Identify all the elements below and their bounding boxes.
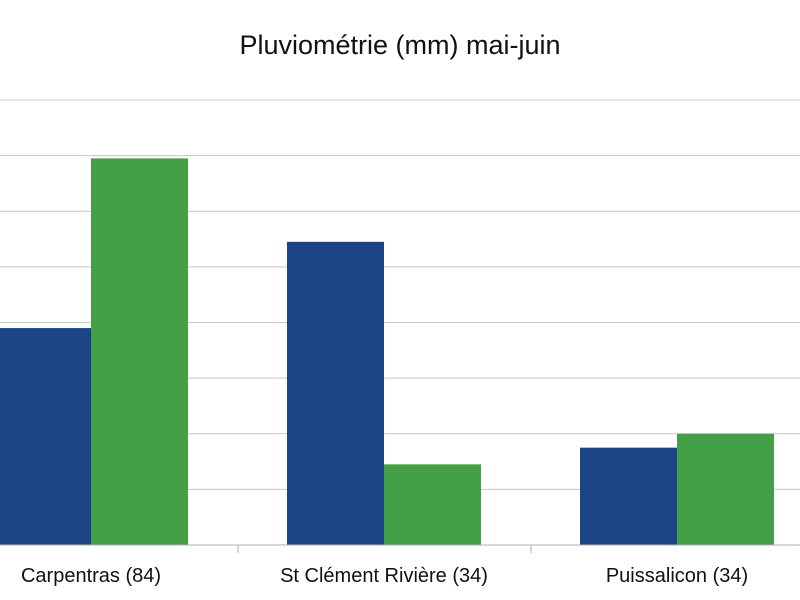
bars (0, 158, 774, 545)
x-tick-label: St Clément Rivière (34) (280, 565, 488, 587)
bar-2-1 (91, 158, 188, 545)
bar-2-3 (677, 433, 774, 545)
x-tick-labels: Carpentras (84) St Clément Rivière (34) Pu… (21, 565, 748, 587)
x-axis (0, 544, 800, 553)
bar-1-1 (0, 328, 91, 545)
bar-1-3 (580, 447, 677, 545)
bar-2-2 (384, 464, 481, 545)
x-tick-label: Carpentras (84) (21, 565, 161, 587)
chart-title: Pluviométrie (mm) mai-juin (239, 30, 561, 60)
x-tick-label: Puissalicon (34) (606, 565, 748, 587)
bar-1-2 (287, 241, 384, 545)
